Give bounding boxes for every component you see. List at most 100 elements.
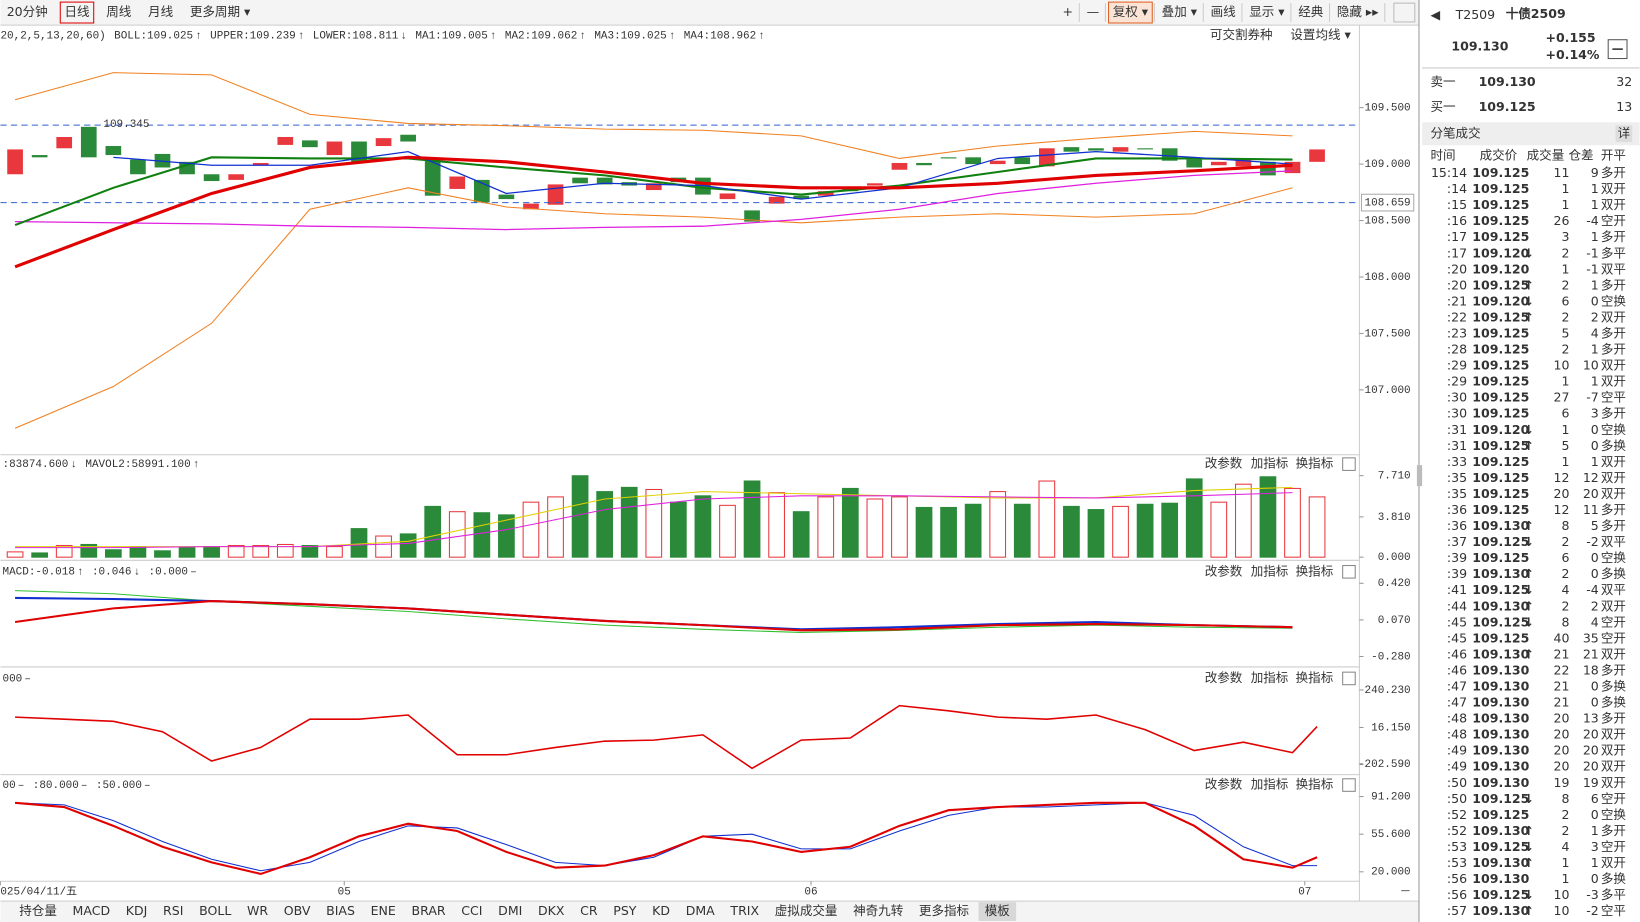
trade-time: :35 — [1447, 486, 1467, 501]
indicator-tab[interactable]: 模板 — [985, 903, 1011, 918]
panel-close[interactable] — [1342, 457, 1356, 471]
panel-button[interactable]: 换指标 — [1296, 456, 1334, 471]
legend-arrow: ↑ — [298, 30, 305, 42]
contract-button[interactable]: 可交割券种 — [1210, 27, 1273, 42]
trade-oi-change: 11 — [1583, 502, 1599, 517]
indicator-tab[interactable]: 虚拟成交量 — [775, 903, 838, 918]
trade-volume: 20 — [1554, 759, 1570, 774]
trade-price: 109.125 — [1472, 374, 1529, 389]
trade-price: 109.125 — [1472, 887, 1529, 902]
trade-oi-change: 0 — [1591, 550, 1599, 565]
detail-label[interactable]: 详 — [1618, 125, 1631, 140]
trade-kind: 多换 — [1601, 566, 1627, 581]
trade-oi-change: 1 — [1591, 181, 1599, 196]
indicator-tab[interactable]: 神奇九转 — [853, 903, 903, 918]
trade-time: :46 — [1447, 662, 1467, 677]
panel-button[interactable]: 加指标 — [1251, 777, 1289, 792]
legend-arrow: ↑ — [490, 30, 497, 42]
indicator-tab[interactable]: WR — [247, 903, 268, 918]
indicator-tab[interactable]: CCI — [461, 903, 482, 918]
trade-price: 109.130 — [1472, 871, 1529, 886]
trade-volume: 2 — [1562, 566, 1570, 581]
panel-button[interactable]: 换指标 — [1296, 670, 1334, 685]
trade-volume: 1 — [1562, 181, 1570, 196]
trade-volume: 5 — [1562, 438, 1570, 453]
trade-kind: 多开 — [1601, 165, 1626, 180]
volume-bar — [178, 547, 196, 558]
panel-button[interactable]: 改参数 — [1205, 563, 1243, 578]
indicator-tab[interactable]: BOLL — [199, 903, 231, 918]
trade-kind: 双平 — [1601, 261, 1626, 276]
indicator-tab[interactable]: DMA — [686, 903, 715, 918]
trade-arrow: ↑ — [1524, 823, 1535, 838]
trade-price: 109.130 — [1472, 695, 1529, 710]
period-tab[interactable]: 更多周期 ▾ — [190, 4, 251, 19]
detail-button[interactable] — [1615, 125, 1633, 143]
panel-button[interactable]: 改参数 — [1205, 777, 1243, 792]
indicator-tab[interactable]: KD — [652, 903, 670, 918]
indicator-tab[interactable]: 持仓量 — [19, 903, 57, 918]
candle — [965, 157, 981, 165]
indicator-tab[interactable]: TRIX — [729, 903, 759, 918]
trade-price: 109.125 — [1472, 438, 1529, 453]
tool-button[interactable]: 复权 ▾ — [1113, 4, 1149, 19]
tool-button[interactable]: — — [1087, 4, 1100, 19]
candle — [1088, 148, 1104, 151]
volume-bar — [1185, 478, 1203, 558]
legend-item: MAVOL2:58991.100 — [85, 459, 190, 471]
tool-button[interactable]: 画线 — [1211, 4, 1237, 19]
trade-oi-change: 2 — [1591, 598, 1599, 613]
trade-price: 109.125 — [1472, 325, 1529, 340]
tool-button[interactable]: + — [1063, 4, 1074, 19]
indicator-tab[interactable]: DMI — [498, 903, 522, 918]
indicator-tab[interactable]: DKX — [538, 903, 565, 918]
panel-button[interactable]: 加指标 — [1251, 456, 1289, 471]
panel-button[interactable]: 改参数 — [1205, 456, 1243, 471]
indicator-tab[interactable]: BRAR — [412, 903, 446, 918]
panel-close[interactable] — [1342, 671, 1356, 686]
trade-oi-change: -4 — [1586, 582, 1599, 597]
indicator-tab[interactable]: OBV — [284, 903, 311, 918]
candle — [130, 159, 146, 175]
period-tab[interactable]: 周线 — [106, 4, 132, 19]
panel-button[interactable]: 加指标 — [1251, 563, 1289, 578]
trade-price: 109.120 — [1472, 293, 1529, 308]
trade-kind: 多开 — [1601, 711, 1626, 726]
panel-button[interactable]: 加指标 — [1251, 670, 1289, 685]
period-tab[interactable]: 月线 — [148, 4, 174, 19]
divider-handle[interactable] — [1416, 465, 1423, 487]
volume-bar — [227, 545, 245, 558]
panel-close[interactable] — [1342, 778, 1356, 792]
trade-kind: 双开 — [1601, 470, 1626, 485]
fullscreen-button[interactable] — [1393, 2, 1416, 23]
indicator-tab[interactable]: 更多指标 — [919, 903, 969, 918]
indicator-tab[interactable]: BIAS — [326, 903, 355, 918]
candle — [523, 203, 539, 210]
indicator-tab[interactable]: KDJ — [126, 903, 148, 918]
volume-bar — [1038, 480, 1056, 558]
candle — [498, 194, 515, 200]
indicator-tab[interactable]: PSY — [613, 903, 637, 918]
tool-button[interactable]: 叠加 ▾ — [1162, 4, 1198, 19]
period-tab[interactable]: 日线 — [64, 4, 90, 19]
tool-button[interactable]: 经典 — [1298, 4, 1324, 19]
indicator-tab[interactable]: CR — [580, 903, 598, 918]
panel-button[interactable]: 换指标 — [1296, 563, 1334, 578]
trade-time: :37 — [1447, 534, 1467, 549]
indicator-tab[interactable]: ENE — [371, 903, 396, 918]
period-tab[interactable]: 20分钟 — [7, 4, 48, 19]
ma-setting-button[interactable]: 设置均线 ▾ — [1290, 27, 1351, 42]
trade-time: :21 — [1447, 293, 1467, 308]
indicator-tab[interactable]: MACD — [73, 903, 111, 918]
trade-time: :52 — [1447, 807, 1467, 822]
panel-button[interactable]: 换指标 — [1296, 777, 1334, 792]
panel-close[interactable] — [1342, 565, 1356, 579]
trade-kind: 空换 — [1601, 422, 1627, 437]
tool-button[interactable]: 显示 ▾ — [1249, 4, 1285, 19]
trade-oi-change: -1 — [1586, 245, 1599, 260]
tool-button[interactable]: 隐藏 ▸▸ — [1337, 4, 1379, 19]
volume-bar — [645, 488, 663, 558]
indicator-tab[interactable]: RSI — [163, 903, 183, 918]
trade-time: :29 — [1447, 358, 1467, 373]
panel-button[interactable]: 改参数 — [1205, 670, 1243, 685]
